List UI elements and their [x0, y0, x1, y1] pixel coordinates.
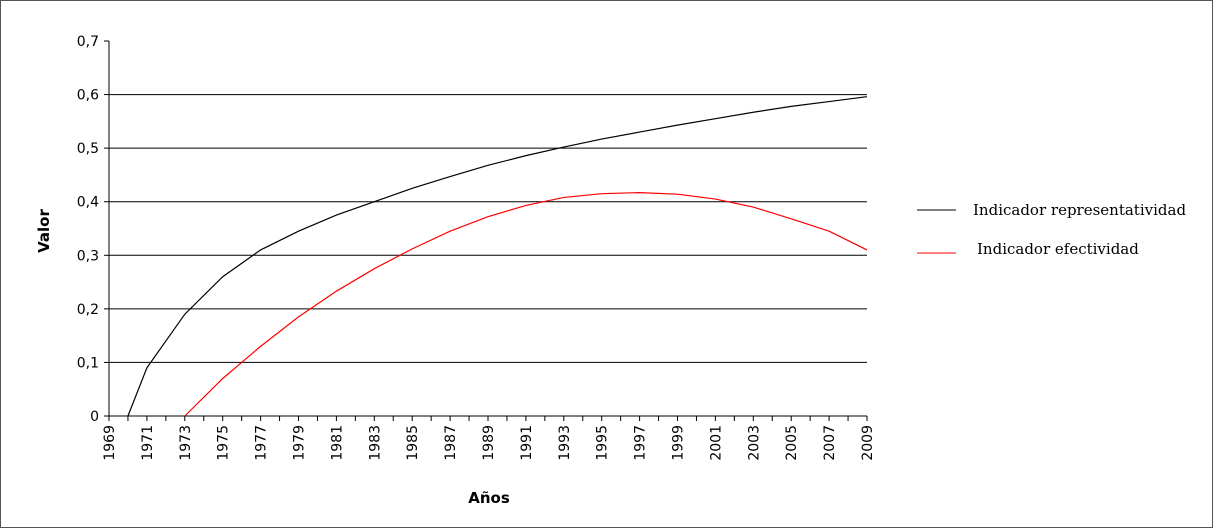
x-axis-title: Años: [468, 489, 510, 507]
y-tick-label: 0,2: [77, 302, 99, 318]
x-tick-label: 1983: [367, 425, 383, 461]
x-tick-label: 1985: [405, 425, 421, 461]
y-tick-label: 0: [90, 409, 99, 425]
x-tick-label: 1991: [519, 425, 535, 461]
series-line-efectividad: [184, 192, 868, 417]
x-tick-label: 2009: [860, 425, 876, 461]
x-tick-label: 2007: [822, 425, 838, 461]
x-tick-label: 1969: [102, 425, 118, 461]
series-lines: [127, 96, 868, 417]
y-tick-label: 0,1: [77, 355, 99, 371]
y-tick-label: 0,7: [77, 34, 99, 50]
y-tick-label: 0,4: [77, 195, 99, 211]
x-tick-label: 1987: [443, 425, 459, 461]
y-tick-label: 0,5: [77, 141, 99, 157]
x-tick-label: 1999: [671, 425, 687, 461]
x-tick-label: 1981: [329, 425, 345, 461]
x-tick-label: 1971: [140, 425, 156, 461]
x-tick-labels: 1969 1971 1973 1975 1977 1979 1981 1983 1985 1987…: [102, 416, 876, 461]
y-tick-label: 0,3: [77, 248, 99, 264]
x-tick-label: 1975: [216, 425, 232, 461]
x-tick-label: 1973: [178, 425, 194, 461]
x-tick-label: 2003: [746, 425, 762, 461]
x-tick-label: 1979: [292, 425, 308, 461]
y-tick-label: 0,6: [77, 88, 99, 104]
series-line-representatividad: [127, 96, 868, 417]
legend-label-representatividad: Indicador representatividad: [973, 201, 1186, 219]
x-tick-label: 1977: [254, 425, 270, 461]
x-tick-label: 1997: [633, 425, 649, 461]
x-tick-label: 2005: [784, 425, 800, 461]
gridlines: [109, 94, 867, 363]
legend-label-efectividad: Indicador efectividad: [977, 240, 1139, 258]
x-tick-label: 2001: [708, 425, 724, 461]
legend: Indicador representatividad Indicador ef…: [917, 201, 1186, 258]
y-axis-title: Valor: [35, 209, 53, 253]
axes: [108, 41, 867, 417]
x-tick-label: 1993: [557, 425, 573, 461]
x-tick-label: 1989: [481, 425, 497, 461]
y-tick-labels: 0 0,1 0,2 0,3 0,4 0,5 0,6 0,7: [77, 34, 109, 425]
x-tick-label: 1995: [595, 425, 611, 461]
